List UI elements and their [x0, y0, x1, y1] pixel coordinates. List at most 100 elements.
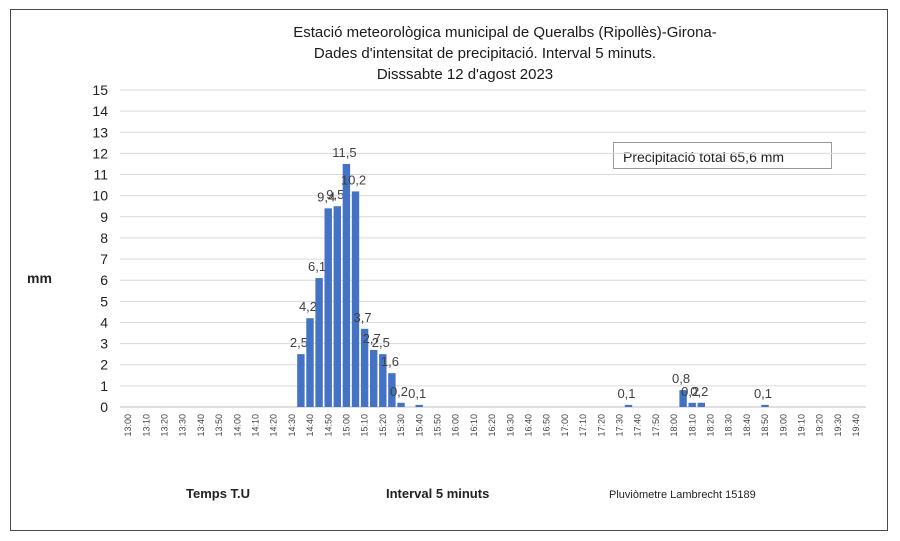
- y-axis-label: mm: [27, 270, 52, 286]
- bar: [761, 404, 769, 407]
- x-axis-label-interval: Interval 5 minuts: [386, 486, 490, 501]
- x-tick-label: 17:30: [615, 414, 625, 437]
- x-tick-label: 13:40: [196, 414, 206, 437]
- x-tick-label: 18:50: [760, 414, 770, 437]
- x-tick-label: 16:10: [469, 414, 479, 437]
- data-label: 9,5: [326, 187, 344, 202]
- data-label: 0,1: [617, 386, 635, 401]
- x-tick-label: 17:00: [560, 414, 570, 437]
- x-tick-label: 14:20: [269, 414, 279, 437]
- x-tick-label: 16:00: [451, 414, 461, 437]
- x-axis-label: Temps T.U: [186, 486, 251, 501]
- y-tick-label: 12: [92, 145, 108, 161]
- y-tick-label: 14: [92, 103, 108, 119]
- bar: [342, 163, 351, 407]
- x-tick-label: 13:20: [160, 414, 170, 437]
- data-label: 4,2: [299, 299, 317, 314]
- y-tick-label: 10: [92, 188, 108, 204]
- y-tick-label: 2: [100, 357, 108, 373]
- x-tick-label: 19:20: [815, 414, 825, 437]
- x-tick-label: 17:50: [651, 414, 661, 437]
- bar: [697, 402, 705, 407]
- y-tick-label: 0: [100, 399, 108, 415]
- x-tick-label: 16:30: [505, 414, 515, 437]
- x-tick-label: 15:00: [342, 414, 352, 437]
- y-tick-label: 3: [100, 336, 108, 352]
- bar: [415, 404, 423, 407]
- x-tick-label: 18:10: [687, 414, 697, 437]
- bar: [397, 402, 405, 407]
- x-tick-label: 19:10: [797, 414, 807, 437]
- data-label: 0,1: [754, 386, 772, 401]
- data-label: 3,7: [354, 310, 372, 325]
- data-label: 11,5: [332, 145, 356, 160]
- bar: [297, 354, 305, 407]
- y-tick-label: 5: [100, 293, 108, 309]
- chart-title-line-1: Estació meteorològica municipal de Quera…: [293, 24, 717, 41]
- data-label: 10,2: [341, 172, 366, 187]
- x-tick-label: 16:20: [487, 414, 497, 437]
- x-tick-label: 19:30: [833, 414, 843, 437]
- bar: [679, 390, 687, 407]
- x-tick-label: 15:50: [433, 414, 443, 437]
- bar: [315, 278, 323, 407]
- y-tick-label: 13: [92, 124, 108, 140]
- x-tick-label: 13:00: [123, 414, 133, 437]
- data-label: 1,6: [381, 354, 399, 369]
- y-tick-label: 6: [100, 272, 108, 288]
- chart-frame: [10, 9, 888, 531]
- bar: [360, 328, 369, 407]
- x-tick-label: 15:10: [360, 414, 370, 437]
- x-tick-label: 15:40: [414, 414, 424, 437]
- data-label: 2,5: [372, 335, 390, 350]
- data-label: 0,1: [408, 386, 426, 401]
- y-tick-label: 1: [100, 378, 108, 394]
- bar: [333, 206, 341, 407]
- x-tick-label: 16:40: [524, 414, 534, 437]
- y-tick-label: 7: [100, 251, 108, 267]
- instrument-note: Pluviòmetre Lambrecht 15189: [609, 489, 756, 501]
- x-tick-label: 14:40: [305, 414, 315, 437]
- bar: [388, 373, 396, 407]
- data-label: 9,4: [317, 189, 335, 204]
- bar: [351, 191, 360, 407]
- data-label: 0,2: [390, 384, 408, 399]
- x-tick-label: 13:30: [178, 414, 188, 437]
- x-tick-label: 18:20: [706, 414, 716, 437]
- x-tick-label: 15:30: [396, 414, 406, 437]
- bar: [370, 349, 378, 407]
- data-label: 0,2: [681, 384, 699, 399]
- bar: [306, 318, 314, 407]
- chart-title-line-3: Disssabte 12 d'agost 2023: [376, 66, 554, 83]
- x-tick-label: 16:50: [542, 414, 552, 437]
- data-label: 2,5: [290, 335, 308, 350]
- y-tick-label: 8: [100, 230, 108, 246]
- x-tick-label: 17:40: [633, 414, 643, 437]
- y-tick-label: 9: [100, 209, 108, 225]
- data-label: 2,7: [363, 331, 381, 346]
- x-tick-label: 14:00: [232, 414, 242, 437]
- bar: [688, 402, 696, 407]
- x-tick-label: 19:40: [851, 414, 861, 437]
- x-tick-label: 18:00: [669, 414, 679, 437]
- x-tick-label: 18:40: [742, 414, 752, 437]
- data-label: 0,2: [690, 384, 708, 399]
- x-tick-label: 13:10: [141, 414, 151, 437]
- data-label: 6,1: [308, 259, 326, 274]
- x-tick-label: 17:10: [578, 414, 588, 437]
- x-tick-label: 19:00: [778, 414, 788, 437]
- bar: [624, 404, 633, 407]
- x-tick-label: 18:30: [724, 414, 734, 437]
- x-tick-label: 15:20: [378, 414, 388, 437]
- x-tick-label: 14:10: [251, 414, 261, 437]
- bar: [379, 354, 387, 407]
- data-label: 0,8: [672, 371, 690, 386]
- chart-title-line-2: Dades d'intensitat de precipitació. Inte…: [313, 45, 657, 62]
- x-tick-label: 17:20: [596, 414, 606, 437]
- x-tick-label: 13:50: [214, 414, 224, 437]
- x-tick-label: 14:50: [323, 414, 333, 437]
- x-tick-label: 14:30: [287, 414, 297, 437]
- y-tick-label: 4: [100, 314, 108, 330]
- bar: [324, 208, 332, 407]
